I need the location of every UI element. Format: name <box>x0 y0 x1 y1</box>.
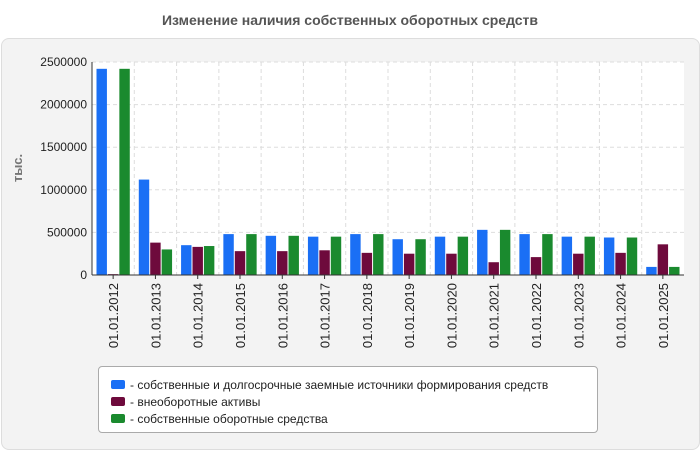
x-tick-label: 01.01.2024 <box>614 283 629 348</box>
bar <box>181 245 192 275</box>
axes <box>91 62 684 276</box>
x-tick-label: 01.01.2021 <box>487 283 502 348</box>
bar <box>288 235 299 275</box>
x-tick-label: 01.01.2023 <box>571 283 586 348</box>
legend-label: - внеоборотные активы <box>130 394 261 409</box>
bar <box>646 266 657 275</box>
legend: - собственные и долгосрочные заемные ист… <box>98 366 598 433</box>
bar <box>626 237 638 275</box>
bar <box>246 234 257 275</box>
y-tick-labels: 0 500000 1000000 1500000 2000000 2500000 <box>40 55 87 282</box>
legend-swatch <box>111 414 125 423</box>
bar <box>519 234 530 275</box>
x-tick-label: 01.01.2012 <box>106 283 121 348</box>
legend-swatch <box>111 397 125 406</box>
legend-item-noncurrent-assets: - внеоборотные активы <box>111 393 597 410</box>
legend-item-working-capital: - собственные оборотные средства <box>111 410 597 427</box>
bar <box>530 257 542 275</box>
x-tick-label: 01.01.2015 <box>233 283 248 348</box>
bar <box>392 239 403 275</box>
legend-label: - собственные оборотные средства <box>130 411 328 426</box>
bar <box>161 249 173 275</box>
bar <box>403 253 415 275</box>
x-tick-label: 01.01.2022 <box>529 283 544 348</box>
bar <box>499 229 511 275</box>
legend-item-own-longterm-sources: - собственные и долгосрочные заемные ист… <box>111 376 597 393</box>
x-tick-label: 01.01.2014 <box>191 283 206 348</box>
bar <box>350 234 361 275</box>
bar <box>584 236 595 275</box>
bar <box>223 234 234 275</box>
bar <box>446 253 457 275</box>
x-tick-label: 01.01.2020 <box>444 283 459 348</box>
bar <box>234 251 246 275</box>
x-tick-label: 01.01.2016 <box>275 283 290 348</box>
x-tick-label: 01.01.2019 <box>402 283 417 348</box>
bar <box>488 262 499 275</box>
bar <box>615 252 626 275</box>
y-tick-label: 1000000 <box>40 183 87 197</box>
y-tick-label: 1500000 <box>40 140 87 154</box>
bar <box>669 266 680 275</box>
legend-swatch <box>111 380 125 389</box>
bar <box>573 253 584 275</box>
x-tick-label: 01.01.2017 <box>318 283 333 348</box>
bar <box>203 246 215 275</box>
y-tick-label: 500000 <box>47 225 87 239</box>
y-tick-label: 2000000 <box>40 98 87 112</box>
bar <box>138 179 150 275</box>
bar <box>307 236 319 275</box>
y-axis-label: тыс. <box>10 154 25 182</box>
chart-title: Изменение наличия собственных оборотных … <box>161 12 539 28</box>
bar <box>277 251 288 275</box>
y-tick-label: 0 <box>80 268 87 282</box>
bar <box>542 234 553 275</box>
y-tick-label: 2500000 <box>40 55 87 69</box>
legend-label: - собственные и долгосрочные заемные ист… <box>130 377 549 392</box>
x-tick-label: 01.01.2025 <box>656 283 671 348</box>
gridlines <box>92 61 684 275</box>
x-tick-labels: 01.01.2012 01.01.2013 01.01.2014 01.01.2015… <box>106 275 671 348</box>
x-tick-label: 01.01.2013 <box>148 283 163 348</box>
bar <box>265 235 277 275</box>
bars <box>96 68 680 275</box>
bar <box>119 68 130 275</box>
bar <box>477 229 488 275</box>
bar <box>96 68 107 275</box>
bar <box>373 234 384 275</box>
bar <box>457 236 469 275</box>
bar <box>361 252 373 275</box>
bar <box>657 244 669 275</box>
bar <box>150 242 161 275</box>
bar <box>561 236 573 275</box>
bar <box>192 246 203 275</box>
x-tick-label: 01.01.2018 <box>360 283 375 348</box>
bar <box>415 239 426 275</box>
bar <box>603 237 615 275</box>
bar <box>434 236 446 275</box>
bar <box>330 236 342 275</box>
bar <box>319 250 330 275</box>
